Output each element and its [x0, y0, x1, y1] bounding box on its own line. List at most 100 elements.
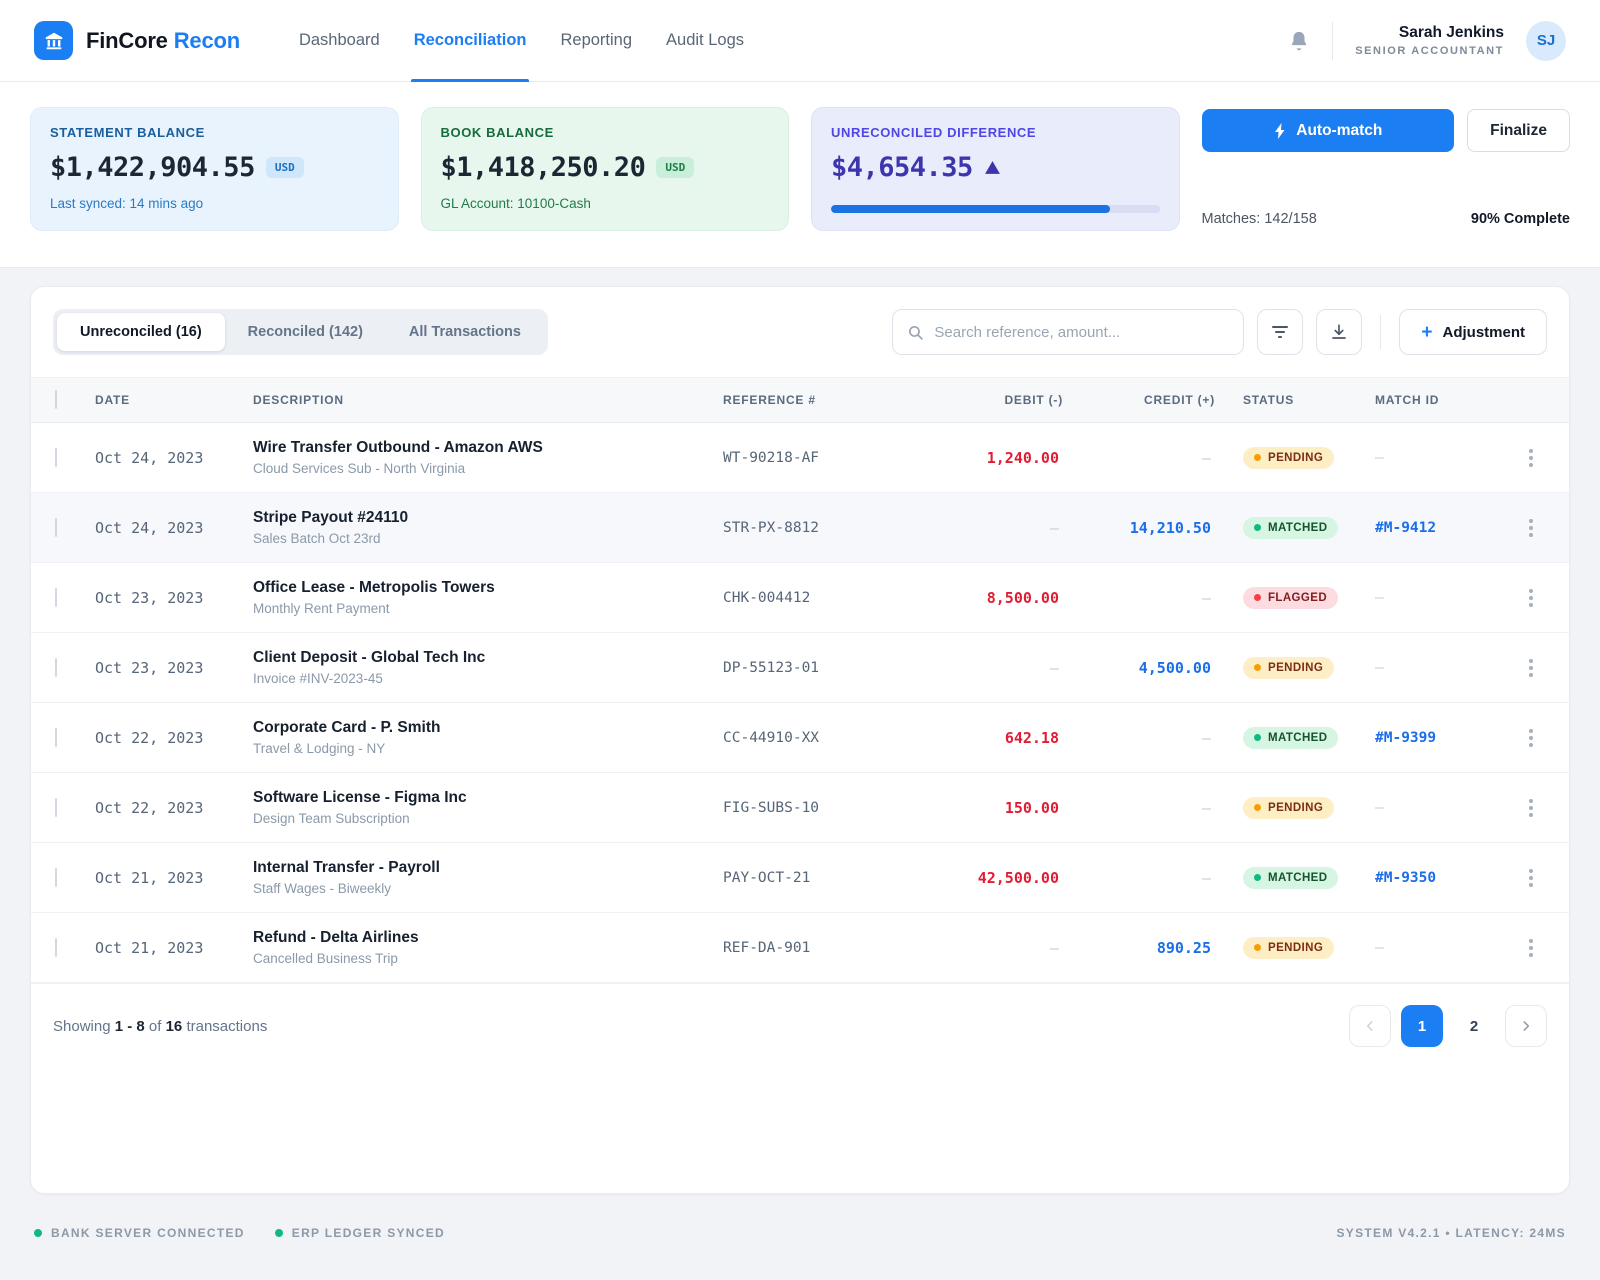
- brand-name: FinCore Recon: [86, 27, 240, 53]
- match-id-link[interactable]: #M-9350: [1375, 869, 1437, 886]
- row-menu-kebab-icon[interactable]: [1519, 658, 1543, 677]
- table-row[interactable]: Oct 23, 2023 Office Lease - Metropolis T…: [31, 563, 1569, 633]
- debit-amount: 8,500.00: [986, 588, 1059, 607]
- row-menu-kebab-icon[interactable]: [1519, 518, 1543, 537]
- column-credit: CREDIT (+): [1144, 393, 1215, 407]
- lightning-icon: [1273, 122, 1287, 139]
- transaction-title: Client Deposit - Global Tech Inc: [253, 649, 486, 666]
- nav-audit-logs[interactable]: Audit Logs: [666, 31, 745, 49]
- search-icon: [907, 324, 924, 341]
- table-row[interactable]: Oct 22, 2023 Corporate Card - P. Smith T…: [31, 703, 1569, 773]
- book-balance-label: BOOK BALANCE: [440, 125, 554, 140]
- table-header-row: DATE DESCRIPTION REFERENCE # DEBIT (-) C…: [31, 377, 1569, 423]
- transaction-subtitle: Monthly Rent Payment: [253, 601, 390, 616]
- row-checkbox[interactable]: [55, 727, 57, 747]
- difference-label: UNRECONCILED DIFFERENCE: [831, 125, 1037, 140]
- table-row[interactable]: Oct 24, 2023 Wire Transfer Outbound - Am…: [31, 423, 1569, 493]
- tab-reconciled[interactable]: Reconciled (142): [247, 324, 363, 340]
- auto-match-button[interactable]: Auto-match: [1201, 109, 1455, 152]
- difference-amount: $4,654.35: [831, 152, 973, 183]
- row-checkbox[interactable]: [55, 937, 57, 957]
- transaction-reference: CHK-004412: [723, 589, 811, 606]
- match-id-link[interactable]: #M-9399: [1375, 729, 1437, 746]
- status-dot-icon: [1254, 804, 1261, 811]
- statement-currency-badge: USD: [265, 157, 304, 178]
- row-menu-kebab-icon[interactable]: [1519, 448, 1543, 467]
- transaction-title: Stripe Payout #24110: [253, 509, 409, 526]
- page-1-button[interactable]: 1: [1401, 1005, 1443, 1047]
- search-input[interactable]: [934, 323, 1230, 341]
- match-id-link[interactable]: —: [1375, 939, 1384, 956]
- table-row[interactable]: Oct 24, 2023 Stripe Payout #24110 Sales …: [31, 493, 1569, 563]
- unreconciled-difference-card: UNRECONCILED DIFFERENCE $4,654.35: [811, 107, 1180, 231]
- match-id-link[interactable]: —: [1375, 799, 1384, 816]
- table-footer: Showing 1 - 8 of 16 transactions 1 2: [31, 983, 1569, 1068]
- table-row[interactable]: Oct 21, 2023 Refund - Delta Airlines Can…: [31, 913, 1569, 983]
- status-dot-icon: [1254, 664, 1261, 671]
- credit-amount: —: [1201, 798, 1211, 817]
- status-label: FLAGGED: [1268, 591, 1328, 604]
- credit-amount: —: [1201, 728, 1211, 747]
- transaction-date: Oct 24, 2023: [95, 518, 204, 537]
- transaction-subtitle: Sales Batch Oct 23rd: [253, 531, 381, 546]
- column-debit: DEBIT (-): [1004, 393, 1063, 407]
- match-id-link[interactable]: —: [1375, 659, 1384, 676]
- finalize-button[interactable]: Finalize: [1467, 109, 1570, 152]
- row-menu-kebab-icon[interactable]: [1519, 588, 1543, 607]
- row-checkbox[interactable]: [55, 517, 57, 537]
- transaction-reference: PAY-OCT-21: [723, 869, 811, 886]
- row-checkbox[interactable]: [55, 587, 57, 607]
- tab-unreconciled[interactable]: Unreconciled (16): [57, 313, 225, 351]
- status-badge: FLAGGED: [1243, 586, 1339, 609]
- match-id-link[interactable]: —: [1375, 589, 1384, 606]
- avatar[interactable]: SJ: [1526, 20, 1566, 61]
- erp-ledger-status: ERP LEDGER SYNCED: [274, 1226, 445, 1240]
- prev-page-button[interactable]: [1349, 1005, 1391, 1047]
- status-label: PENDING: [1268, 451, 1324, 464]
- statement-balance-card: STATEMENT BALANCE $1,422,904.55 USD Last…: [30, 107, 399, 231]
- transaction-date: Oct 22, 2023: [95, 728, 204, 747]
- nav-reconciliation[interactable]: Reconciliation: [397, 0, 544, 82]
- status-dot-icon: [1254, 944, 1261, 951]
- row-menu-kebab-icon[interactable]: [1519, 868, 1543, 887]
- row-checkbox[interactable]: [55, 797, 57, 817]
- tab-all-transactions[interactable]: All Transactions: [408, 324, 521, 340]
- plus-icon: +: [1421, 321, 1433, 343]
- status-badge: PENDING: [1243, 796, 1335, 819]
- row-menu-kebab-icon[interactable]: [1519, 938, 1543, 957]
- notifications-bell-icon[interactable]: [1288, 30, 1310, 52]
- row-menu-kebab-icon[interactable]: [1519, 798, 1543, 817]
- row-checkbox[interactable]: [55, 867, 57, 887]
- filter-button[interactable]: [1257, 309, 1304, 355]
- credit-amount: 4,500.00: [1138, 658, 1211, 677]
- export-download-button[interactable]: [1316, 309, 1363, 355]
- column-description: DESCRIPTION: [253, 393, 344, 407]
- book-balance-card: BOOK BALANCE $1,418,250.20 USD GL Accoun…: [420, 107, 789, 231]
- nav-dashboard[interactable]: Dashboard: [298, 31, 380, 49]
- table-row[interactable]: Oct 21, 2023 Internal Transfer - Payroll…: [31, 843, 1569, 913]
- table-row[interactable]: Oct 23, 2023 Client Deposit - Global Tec…: [31, 633, 1569, 703]
- transaction-subtitle: Cloud Services Sub - North Virginia: [253, 461, 466, 476]
- transaction-subtitle: Design Team Subscription: [253, 811, 410, 826]
- select-all-checkbox[interactable]: [55, 390, 57, 409]
- row-checkbox[interactable]: [55, 657, 57, 677]
- toolbar: Unreconciled (16) Reconciled (142) All T…: [31, 287, 1569, 377]
- match-id-link[interactable]: —: [1375, 449, 1384, 466]
- credit-amount: —: [1201, 588, 1211, 607]
- summary-actions: Auto-match Finalize Matches: 142/158 90%…: [1201, 107, 1570, 231]
- match-id-link[interactable]: #M-9412: [1375, 519, 1437, 536]
- row-menu-kebab-icon[interactable]: [1519, 728, 1543, 747]
- system-version-latency: SYSTEM V4.2.1 • LATENCY: 24MS: [1336, 1226, 1566, 1240]
- page-2-button[interactable]: 2: [1469, 1017, 1479, 1035]
- transaction-title: Refund - Delta Airlines: [253, 929, 419, 946]
- nav-reporting[interactable]: Reporting: [560, 31, 633, 49]
- row-checkbox[interactable]: [55, 447, 57, 467]
- add-adjustment-button[interactable]: + Adjustment: [1399, 309, 1547, 355]
- status-label: PENDING: [1268, 661, 1324, 674]
- showing-range: 1 - 8: [114, 1017, 145, 1035]
- next-page-button[interactable]: [1505, 1005, 1547, 1047]
- transaction-date: Oct 23, 2023: [95, 658, 204, 677]
- table-row[interactable]: Oct 22, 2023 Software License - Figma In…: [31, 773, 1569, 843]
- transaction-title: Office Lease - Metropolis Towers: [253, 579, 495, 596]
- tab-group: Unreconciled (16) Reconciled (142) All T…: [53, 309, 548, 355]
